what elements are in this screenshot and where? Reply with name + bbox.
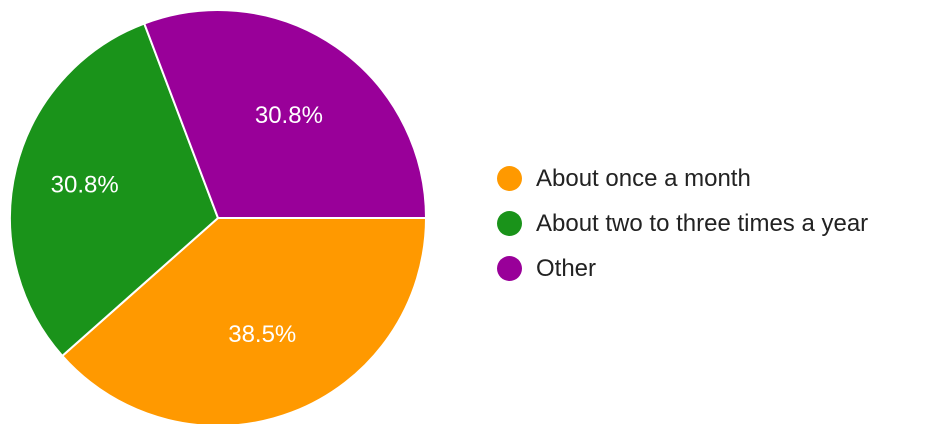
pie-slice-1[interactable] [9, 22, 220, 358]
slice-label-1: 30.8% [51, 172, 119, 199]
pie-slice-2[interactable] [142, 9, 428, 219]
legend-item-other[interactable]: Other [497, 246, 868, 291]
legend-label: About two to three times a year [536, 209, 869, 237]
legend-swatch [497, 166, 522, 191]
legend-item-about-two-to-three-times-a-year[interactable]: About two to three times a year [497, 201, 868, 246]
pie-chart: 38.5% 30.8% 30.8% [9, 9, 428, 424]
slice-label-2: 30.8% [255, 102, 323, 129]
slice-label-0: 38.5% [228, 321, 296, 348]
legend-label: Other [536, 254, 597, 282]
pie-slice-0[interactable] [60, 217, 428, 424]
legend-label: About once a month [536, 164, 751, 192]
legend-swatch [497, 211, 522, 236]
legend-swatch [497, 256, 522, 281]
legend-item-about-once-a-month[interactable]: About once a month [497, 156, 868, 201]
legend: About once a month About two to three ti… [497, 156, 868, 291]
